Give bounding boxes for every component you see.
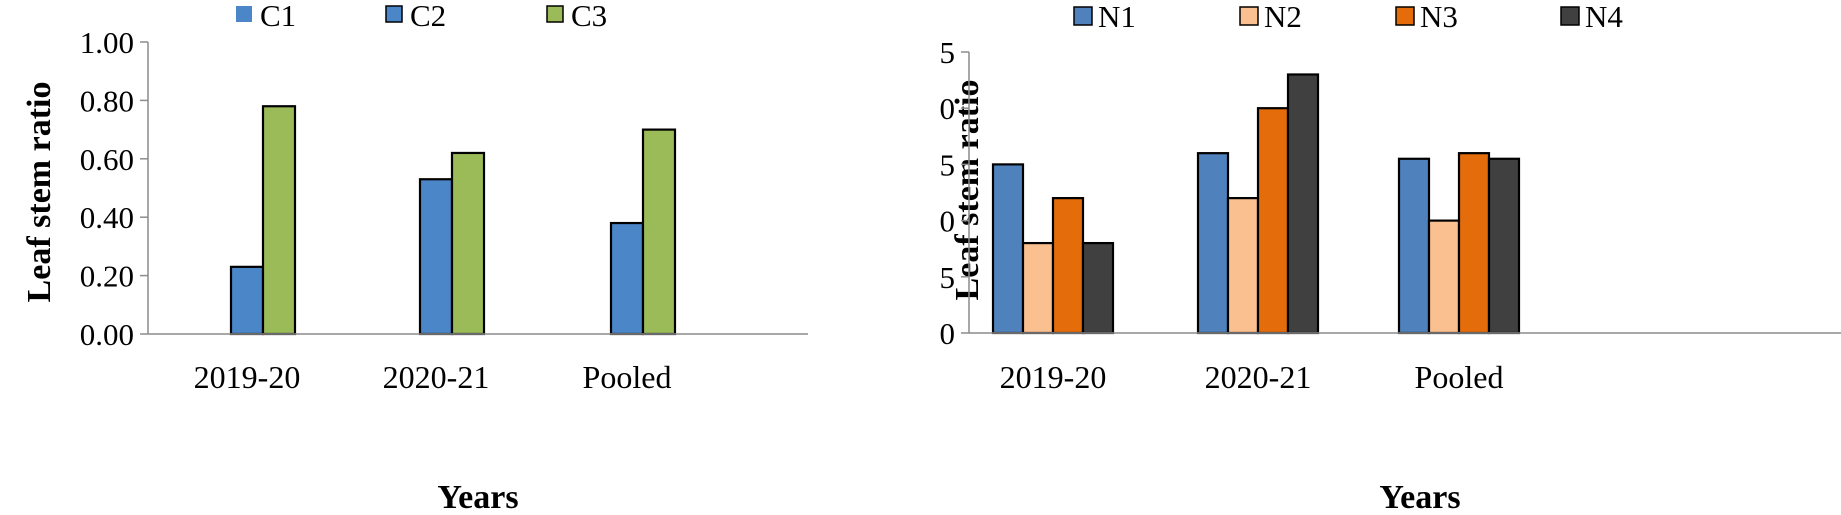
bar-n2-2020-21 bbox=[1226, 197, 1260, 335]
y-tick-label: 0.80 bbox=[80, 83, 134, 118]
chart-right: N1 N2 N3 N4 Leaf stem ratio Years 0.400.… bbox=[940, 0, 1841, 515]
bar-c3-2020-21 bbox=[450, 151, 486, 336]
y-tick-label: 0.60 bbox=[940, 91, 955, 126]
bar-n4-2019-20 bbox=[1081, 241, 1115, 335]
bar-n1-pooled bbox=[1397, 157, 1431, 335]
category-label: Pooled bbox=[1415, 359, 1504, 395]
legend-label-n4: N4 bbox=[1585, 0, 1623, 34]
y-tick-label: 0.45 bbox=[940, 260, 955, 295]
legend-swatch-n3 bbox=[1395, 6, 1415, 26]
x-axis-title: Years bbox=[437, 479, 518, 515]
category-labels: 2019-20 2020-21 Pooled bbox=[1000, 359, 1504, 395]
bar-c2-2020-21 bbox=[418, 178, 454, 336]
y-axis-title: Leaf stem ratio bbox=[949, 80, 986, 301]
category-label: 2020-21 bbox=[383, 359, 490, 395]
legend-swatch-n2 bbox=[1239, 6, 1259, 26]
legend-swatch-c1 bbox=[236, 6, 252, 22]
bar-n3-pooled bbox=[1457, 152, 1491, 335]
bar-c2-pooled bbox=[609, 221, 645, 336]
bar-n2-2019-20 bbox=[1021, 241, 1055, 335]
bars bbox=[991, 73, 1521, 335]
bar-c3-2019-20 bbox=[261, 105, 297, 336]
legend: N1 N2 N3 N4 bbox=[1073, 0, 1623, 34]
legend-swatch-n4 bbox=[1560, 6, 1580, 26]
y-tick-label: 0.65 bbox=[940, 35, 955, 70]
category-label: 2020-21 bbox=[1205, 359, 1312, 395]
legend-label-c2: C2 bbox=[410, 0, 446, 33]
y-tick-label: 0.00 bbox=[80, 317, 134, 352]
legend-swatch-c2 bbox=[385, 5, 403, 23]
bars bbox=[229, 105, 677, 336]
bar-n1-2020-21 bbox=[1196, 152, 1230, 335]
category-label: Pooled bbox=[583, 359, 672, 395]
legend-swatch-c3 bbox=[546, 5, 564, 23]
chart-left: C1 C2 C3 Leaf stem ratio Years 0.000.200… bbox=[21, 0, 808, 515]
y-axis-title: Leaf stem ratio bbox=[21, 82, 58, 303]
bar-c3-pooled bbox=[641, 128, 677, 336]
y-tick-label: 1.00 bbox=[80, 25, 134, 60]
y-ticks: 0.40 0.45 0.50 0.55 0.60 0.65 bbox=[940, 35, 970, 351]
bar-n3-2019-20 bbox=[1051, 197, 1085, 335]
y-tick-label: 0.55 bbox=[940, 147, 955, 182]
x-axis-title: Years bbox=[1379, 479, 1460, 515]
y-ticks: 0.00 0.20 0.40 0.60 0.80 1.00 bbox=[80, 25, 149, 352]
legend-label-n1: N1 bbox=[1098, 0, 1136, 34]
y-tick-label: 0.20 bbox=[80, 259, 134, 294]
category-labels: 2019-20 2020-21 Pooled bbox=[194, 359, 672, 395]
y-tick-label: 0.40 bbox=[940, 316, 955, 351]
bar-n2-pooled bbox=[1427, 219, 1461, 335]
legend-label-n2: N2 bbox=[1264, 0, 1302, 34]
y-tick-label: 0.50 bbox=[940, 204, 955, 239]
y-tick-label: 0.60 bbox=[80, 142, 134, 177]
bar-n4-pooled bbox=[1487, 157, 1521, 335]
category-label: 2019-20 bbox=[194, 359, 301, 395]
legend-label-n3: N3 bbox=[1420, 0, 1458, 34]
bar-n4-2020-21 bbox=[1286, 73, 1320, 335]
bar-n1-2019-20 bbox=[991, 163, 1025, 335]
legend-label-c3: C3 bbox=[571, 0, 607, 33]
legend: C1 C2 C3 bbox=[236, 0, 607, 33]
y-tick-label: 0.40 bbox=[80, 200, 134, 235]
legend-swatch-n1 bbox=[1073, 6, 1093, 26]
bar-n3-2020-21 bbox=[1256, 107, 1290, 335]
category-label: 2019-20 bbox=[1000, 359, 1107, 395]
bar-c2-2019-20 bbox=[229, 265, 265, 336]
legend-label-c1: C1 bbox=[260, 0, 296, 33]
